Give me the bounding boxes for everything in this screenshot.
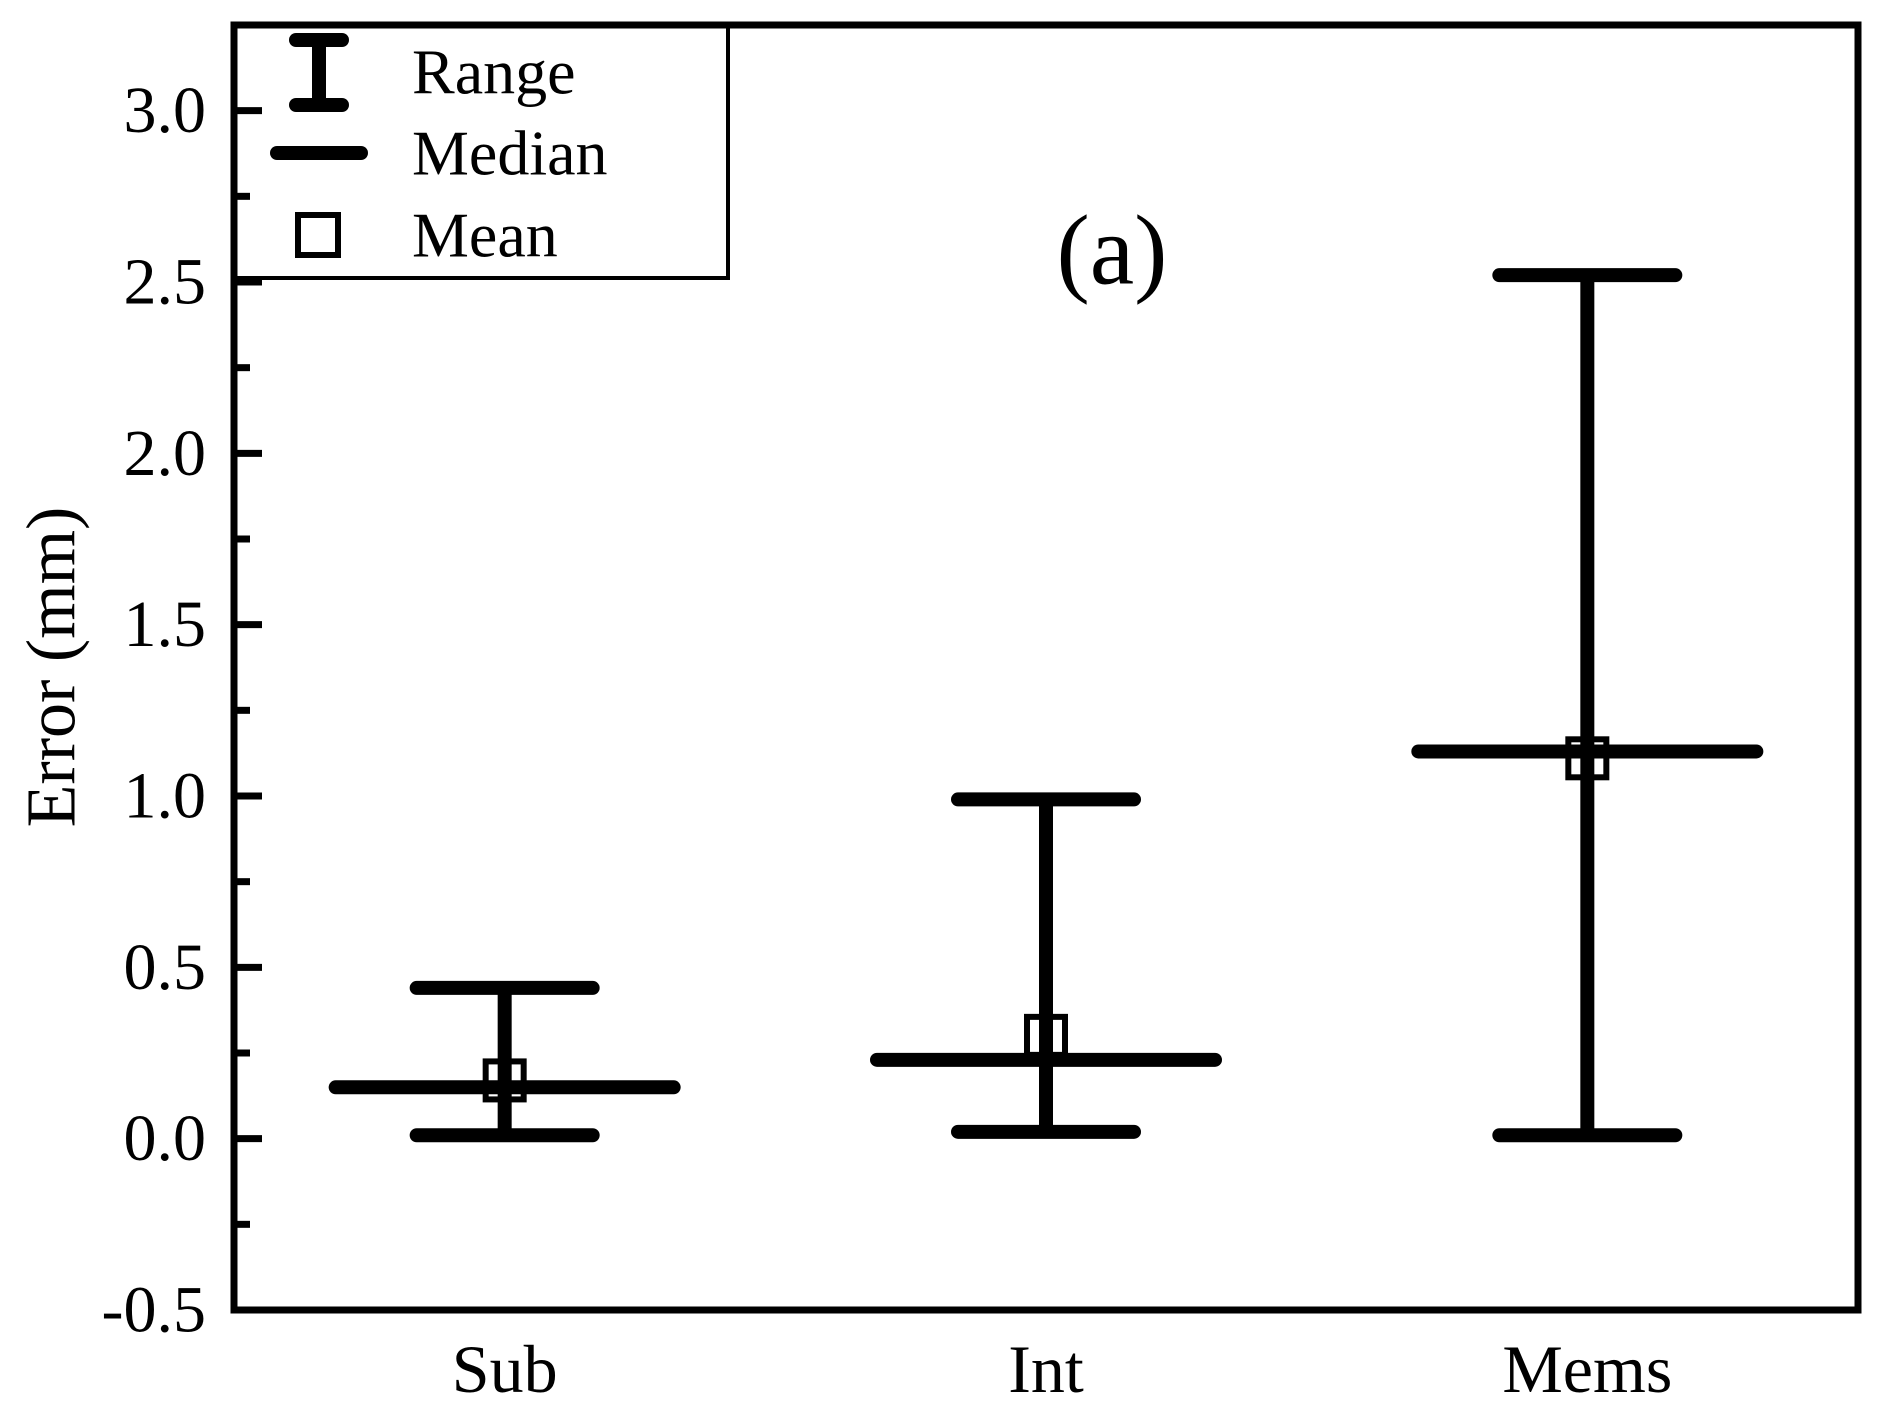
plot-border [230, 21, 1862, 1314]
y-axis-title: Error (mm) [14, 507, 91, 828]
mean-marker-sub [482, 1058, 527, 1103]
legend-label-mean: Mean [412, 200, 558, 271]
x-category-label-sub: Sub [452, 1331, 558, 1407]
mean-marker-int [1024, 1013, 1068, 1058]
y-tick-label: -0.5 [102, 1274, 206, 1347]
panel-annotation: (a) [1057, 195, 1168, 306]
y-tick-label: 2.0 [124, 417, 207, 490]
legend-label-median: Median [412, 118, 608, 189]
x-category-label-int: Int [1008, 1331, 1084, 1407]
legend-mean-icon [295, 212, 341, 258]
y-tick-label: 0.5 [124, 931, 207, 1004]
y-tick-label: 1.5 [124, 588, 207, 661]
x-category-label-mems: Mems [1502, 1331, 1672, 1407]
legend-label-range: Range [412, 37, 576, 108]
y-tick-label: 1.0 [124, 760, 207, 833]
mean-marker-mems [1565, 736, 1610, 781]
y-tick-label: 2.5 [124, 246, 207, 319]
y-tick-label: 3.0 [124, 74, 207, 147]
y-tick-label: 0.0 [124, 1102, 207, 1175]
